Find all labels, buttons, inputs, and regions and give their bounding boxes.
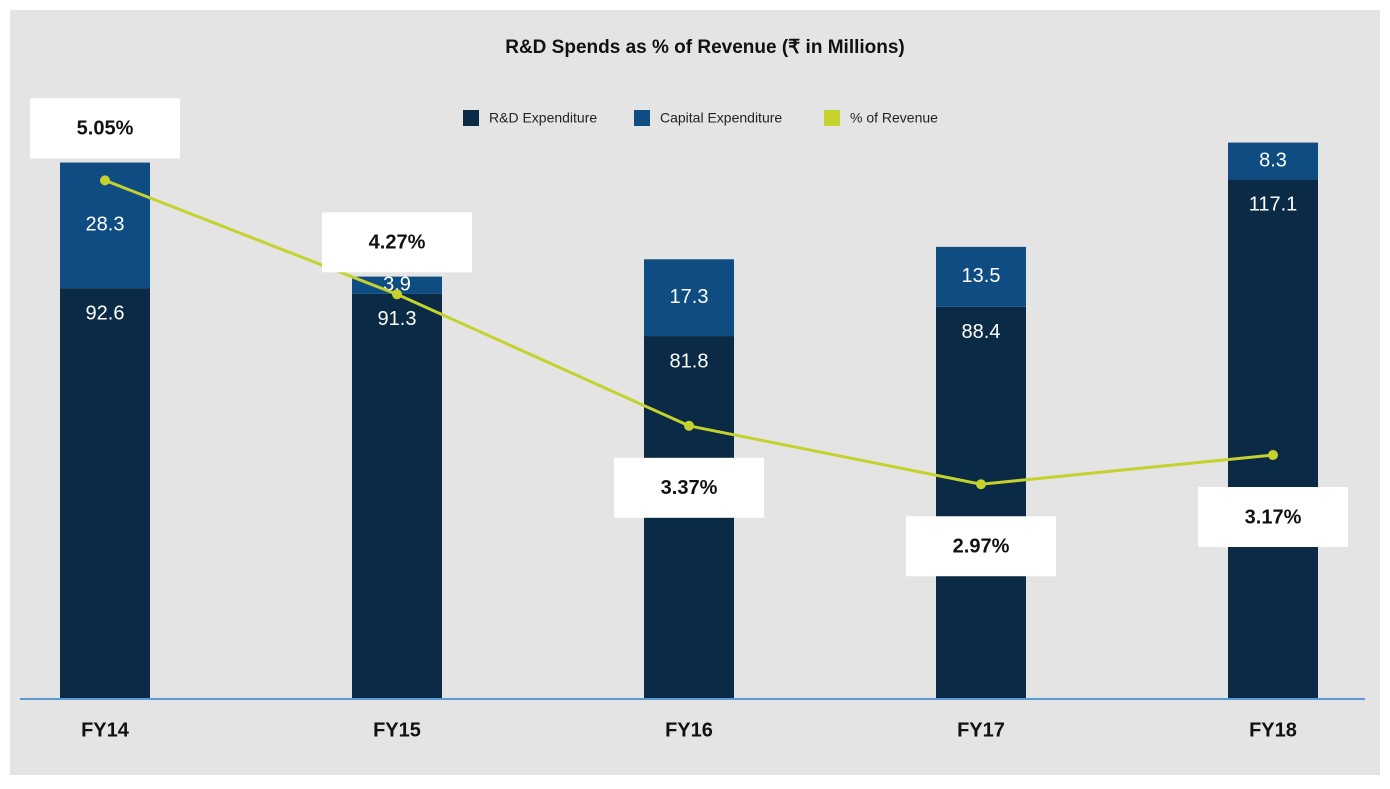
bar-segment bbox=[352, 276, 442, 294]
bar-segment bbox=[936, 246, 1026, 307]
bar-segment bbox=[1228, 142, 1318, 180]
line-point bbox=[100, 175, 110, 186]
chart-title: R&D Spends as % of Revenue (₹ in Million… bbox=[505, 37, 905, 58]
bar-value-label: 92.6 bbox=[86, 302, 125, 324]
line-point bbox=[684, 420, 694, 431]
legend-swatch bbox=[824, 110, 840, 126]
legend-label: R&D Expenditure bbox=[489, 110, 597, 126]
data-label: 3.17% bbox=[1245, 506, 1302, 528]
bar-value-label: 88.4 bbox=[962, 321, 1001, 343]
bar-segment bbox=[936, 306, 1026, 699]
bar-segment bbox=[60, 288, 150, 699]
bar-segment bbox=[644, 259, 734, 337]
line-point bbox=[1268, 450, 1278, 461]
data-label-box bbox=[614, 457, 764, 518]
data-label-box bbox=[1198, 487, 1348, 548]
data-label-box bbox=[322, 212, 472, 273]
x-tick-label: FY14 bbox=[81, 719, 130, 741]
data-label-box bbox=[30, 98, 180, 159]
legend-label: Capital Expenditure bbox=[660, 110, 782, 126]
bar-value-label: 117.1 bbox=[1249, 194, 1298, 216]
bar-segment bbox=[1228, 179, 1318, 699]
bar-value-label: 91.3 bbox=[378, 308, 417, 330]
x-tick-label: FY18 bbox=[1249, 719, 1297, 741]
bar-value-label: 28.3 bbox=[86, 214, 125, 236]
x-tick-label: FY15 bbox=[373, 719, 421, 741]
data-label: 4.27% bbox=[369, 232, 426, 254]
x-tick-label: FY17 bbox=[957, 719, 1005, 741]
bar-value-label: 17.3 bbox=[670, 286, 709, 308]
line-point bbox=[392, 289, 402, 300]
bar-value-label: 81.8 bbox=[670, 350, 709, 372]
legend-label: % of Revenue bbox=[850, 110, 938, 126]
legend-swatch bbox=[463, 110, 479, 126]
bar-segment bbox=[352, 293, 442, 699]
x-tick-label: FY16 bbox=[665, 719, 713, 741]
data-label: 3.37% bbox=[661, 477, 718, 499]
line-point bbox=[976, 479, 986, 490]
data-label-box bbox=[906, 516, 1056, 577]
bar-value-label: 8.3 bbox=[1259, 149, 1287, 171]
bar-value-label: 13.5 bbox=[962, 265, 1001, 287]
data-label: 2.97% bbox=[953, 536, 1010, 558]
data-label: 5.05% bbox=[77, 118, 134, 140]
legend-swatch bbox=[634, 110, 650, 126]
